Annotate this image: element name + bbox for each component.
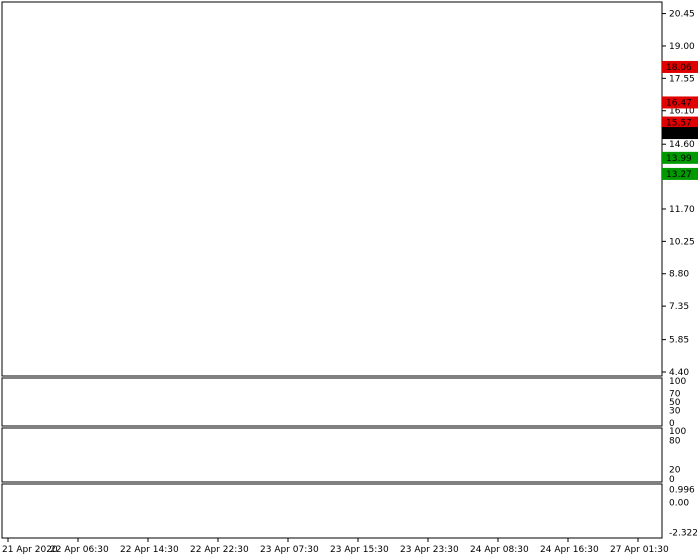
stoch-tick-label: 20 bbox=[669, 465, 681, 475]
time-tick-label: 21 Apr 2020 bbox=[2, 545, 58, 555]
rsi-tick-label: 50 bbox=[669, 398, 681, 408]
level-label: 16.47 bbox=[666, 98, 692, 108]
price-tick-label: 10.25 bbox=[669, 237, 695, 247]
time-tick-label: 24 Apr 08:30 bbox=[470, 545, 529, 555]
current-price-label: 15.10 bbox=[666, 129, 692, 139]
price-tick-label: 17.55 bbox=[669, 74, 695, 84]
macd-tick-label: 0.00 bbox=[669, 499, 689, 509]
rsi-tick-label: 30 bbox=[669, 406, 681, 416]
price-tick-label: 14.60 bbox=[669, 140, 695, 150]
level-label: 15.57 bbox=[666, 119, 692, 129]
price-tick-label: 5.85 bbox=[669, 336, 689, 346]
stoch-tick-label: 0 bbox=[669, 475, 675, 485]
price-tick-label: 7.35 bbox=[669, 302, 689, 312]
level-badge bbox=[662, 116, 698, 129]
level-label: 13.27 bbox=[666, 170, 692, 180]
level-badge bbox=[662, 167, 698, 180]
level-label: 18.06 bbox=[666, 63, 692, 73]
level-badge bbox=[662, 96, 698, 109]
rsi-frame bbox=[1, 377, 663, 427]
stoch-tick-label: 100 bbox=[669, 427, 686, 437]
time-tick-label: 23 Apr 15:30 bbox=[330, 545, 389, 555]
time-tick-label: 27 Apr 01:30 bbox=[610, 545, 669, 555]
time-tick-label: 23 Apr 07:30 bbox=[260, 545, 319, 555]
time-tick-label: 24 Apr 16:30 bbox=[540, 545, 599, 555]
rsi-tick-label: 70 bbox=[669, 390, 681, 400]
current-price-badge bbox=[662, 127, 698, 140]
price-tick-label: 11.70 bbox=[669, 205, 695, 215]
macd-tick-label: 0.996 bbox=[669, 486, 695, 496]
time-tick-label: 22 Apr 06:30 bbox=[50, 545, 109, 555]
price-tick-label: 19.00 bbox=[669, 42, 695, 52]
time-tick-label: 23 Apr 23:30 bbox=[400, 545, 459, 555]
price-tick-label: 4.40 bbox=[669, 368, 689, 378]
rsi-tick-label: 0 bbox=[669, 419, 675, 429]
main-frame bbox=[1, 1, 663, 377]
time-tick-label: 22 Apr 22:30 bbox=[190, 545, 249, 555]
macd-frame bbox=[1, 483, 663, 539]
price-tick-label: 8.80 bbox=[669, 270, 689, 280]
stoch-tick-label: 80 bbox=[669, 437, 681, 447]
price-tick-label: 16.10 bbox=[669, 107, 695, 117]
time-tick-label: 22 Apr 14:30 bbox=[120, 545, 179, 555]
rsi-tick-label: 100 bbox=[669, 377, 686, 387]
macd-tick-label: -2.322 bbox=[669, 529, 698, 539]
level-badge bbox=[662, 151, 698, 164]
price-tick-label: 20.45 bbox=[669, 10, 695, 20]
level-badge bbox=[662, 60, 698, 73]
level-label: 13.99 bbox=[666, 154, 692, 164]
stoch-frame bbox=[1, 427, 663, 483]
